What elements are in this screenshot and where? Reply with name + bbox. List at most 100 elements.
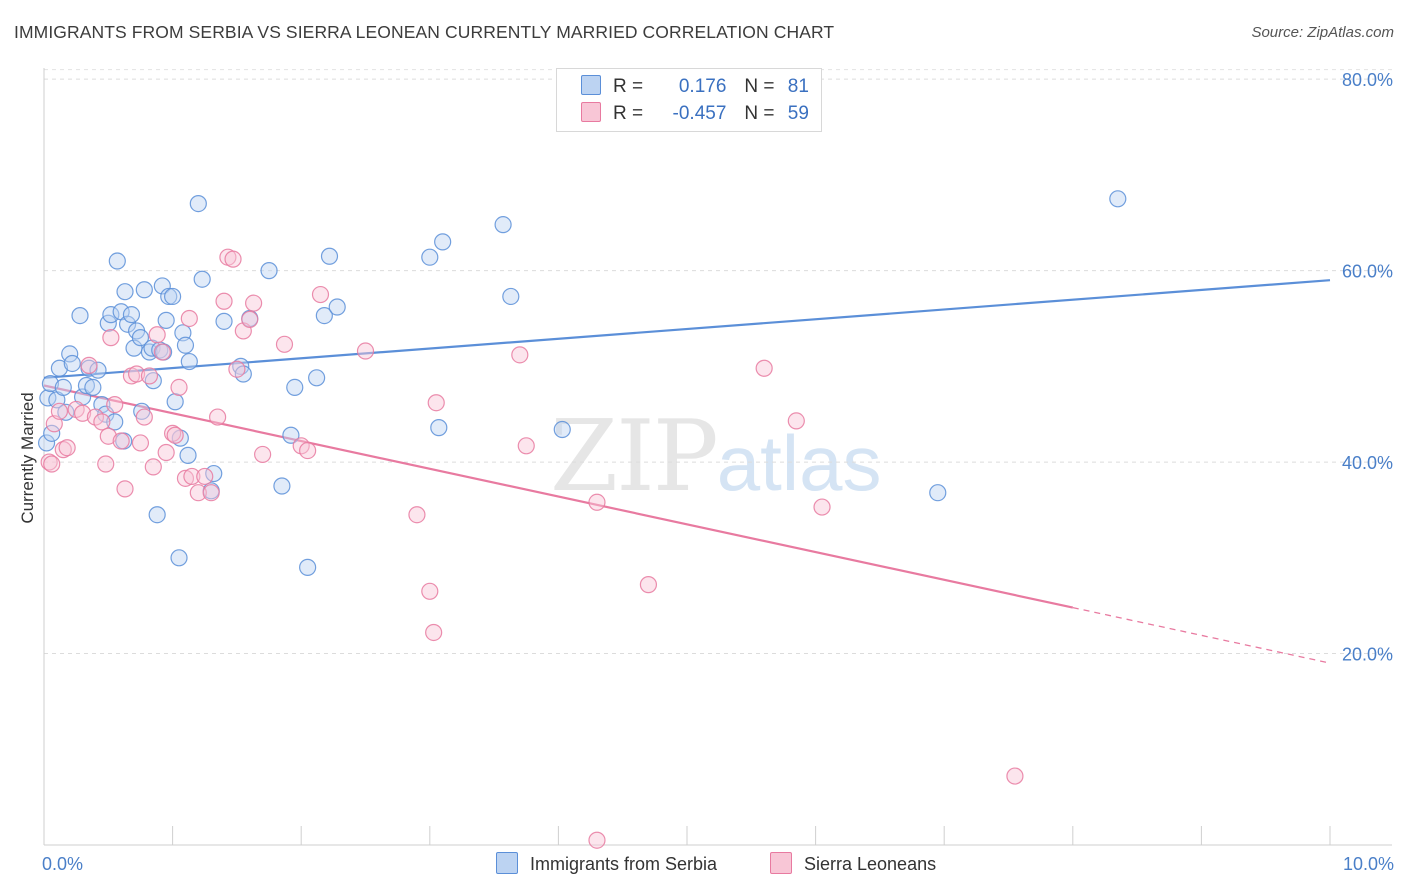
data-point bbox=[43, 455, 61, 473]
data-point bbox=[434, 233, 452, 251]
data-point bbox=[61, 345, 79, 363]
bottom-legend-sierra: Sierra Leoneans bbox=[770, 852, 936, 875]
legend-n-label: N = bbox=[744, 103, 775, 124]
legend-n-value: 81 bbox=[787, 76, 809, 97]
series-points-0 bbox=[37, 190, 1127, 576]
source-credit: Source: ZipAtlas.com bbox=[1251, 24, 1394, 41]
data-point bbox=[193, 270, 211, 288]
legend-n-value: 59 bbox=[787, 103, 809, 124]
y-axis-label: Currently Married bbox=[18, 392, 37, 523]
data-point bbox=[40, 453, 58, 471]
series-points-1 bbox=[40, 248, 1024, 849]
data-point bbox=[241, 310, 259, 329]
data-point bbox=[639, 576, 658, 594]
data-point bbox=[118, 315, 137, 333]
data-point bbox=[58, 439, 76, 457]
legend-r-value: 0.176 bbox=[678, 76, 727, 97]
data-point bbox=[73, 404, 92, 422]
data-point bbox=[189, 194, 207, 213]
x-tick-label: 0.0% bbox=[42, 854, 83, 874]
data-point bbox=[160, 287, 178, 306]
legend-n-label: N = bbox=[744, 76, 775, 97]
data-point bbox=[164, 424, 182, 442]
data-point bbox=[282, 426, 300, 444]
data-point bbox=[494, 216, 512, 234]
data-point bbox=[50, 402, 69, 420]
data-point bbox=[50, 359, 69, 377]
data-point bbox=[929, 484, 947, 502]
data-point bbox=[275, 335, 294, 353]
data-point bbox=[37, 434, 56, 452]
bottom-legend-serbia: Immigrants from Serbia bbox=[496, 852, 717, 875]
data-point bbox=[170, 378, 188, 397]
y-tick-label: 60.0% bbox=[1342, 262, 1393, 282]
data-point bbox=[148, 326, 166, 344]
y-tick-label: 40.0% bbox=[1342, 453, 1393, 473]
data-point bbox=[425, 623, 443, 642]
data-point bbox=[421, 248, 439, 266]
data-point bbox=[180, 352, 198, 371]
data-point bbox=[166, 393, 184, 411]
data-point bbox=[202, 484, 220, 502]
data-point bbox=[97, 455, 115, 473]
data-point bbox=[502, 287, 520, 306]
axes bbox=[43, 68, 1392, 846]
legend-swatch-serbia bbox=[581, 75, 601, 95]
data-point bbox=[131, 329, 150, 347]
data-point bbox=[127, 365, 146, 383]
correlation-legend: R = 0.176 N = 81 R = -0.457 N = 59 bbox=[556, 68, 822, 132]
data-point bbox=[54, 378, 72, 397]
data-point bbox=[153, 277, 171, 295]
data-point bbox=[135, 408, 153, 426]
trend-line-dashed-1 bbox=[1072, 606, 1331, 664]
data-point bbox=[408, 506, 426, 524]
data-point bbox=[84, 378, 102, 397]
legend-row-sierra: R = -0.457 N = 59 bbox=[581, 102, 809, 126]
data-point bbox=[755, 359, 773, 377]
bottom-legend-label-sierra: Sierra Leoneans bbox=[804, 854, 937, 874]
data-point bbox=[106, 396, 124, 414]
data-point bbox=[89, 361, 107, 379]
data-point bbox=[254, 445, 272, 464]
x-tick-label: 10.0% bbox=[1343, 854, 1394, 874]
legend-row-serbia: R = 0.176 N = 81 bbox=[581, 75, 809, 99]
data-point bbox=[99, 427, 117, 445]
data-point bbox=[517, 437, 535, 455]
data-point bbox=[63, 354, 81, 373]
data-point bbox=[421, 582, 439, 600]
data-point bbox=[112, 432, 130, 450]
y-tick-label: 20.0% bbox=[1342, 645, 1393, 665]
data-point bbox=[813, 498, 831, 516]
data-point bbox=[245, 294, 263, 312]
data-point bbox=[106, 413, 124, 431]
trend-line-0 bbox=[43, 279, 1331, 379]
data-point bbox=[102, 306, 120, 324]
data-points bbox=[37, 190, 1127, 849]
tick-labels: 20.0% 40.0% 60.0% 80.0% 0.0% 10.0% bbox=[42, 70, 1394, 874]
legend-r-label: R = bbox=[613, 76, 644, 97]
data-point bbox=[176, 469, 195, 487]
data-point bbox=[299, 558, 317, 576]
data-point bbox=[215, 292, 233, 310]
bottom-legend-swatch-serbia bbox=[496, 852, 518, 874]
data-point bbox=[189, 484, 207, 502]
data-point bbox=[356, 342, 375, 360]
data-point bbox=[144, 458, 162, 476]
data-point bbox=[286, 378, 304, 397]
data-point bbox=[116, 283, 134, 301]
data-point bbox=[80, 356, 98, 374]
data-point bbox=[166, 426, 184, 444]
data-point bbox=[430, 419, 448, 437]
data-point bbox=[57, 403, 75, 421]
data-point bbox=[122, 306, 141, 324]
data-point bbox=[170, 549, 188, 567]
data-point bbox=[787, 412, 805, 430]
trend-line-1 bbox=[43, 384, 1074, 609]
data-point bbox=[1109, 190, 1127, 208]
data-point bbox=[328, 298, 346, 316]
bottom-legend-label-serbia: Immigrants from Serbia bbox=[530, 854, 718, 874]
data-point bbox=[157, 311, 175, 329]
data-point bbox=[273, 477, 291, 495]
data-point bbox=[299, 441, 317, 460]
